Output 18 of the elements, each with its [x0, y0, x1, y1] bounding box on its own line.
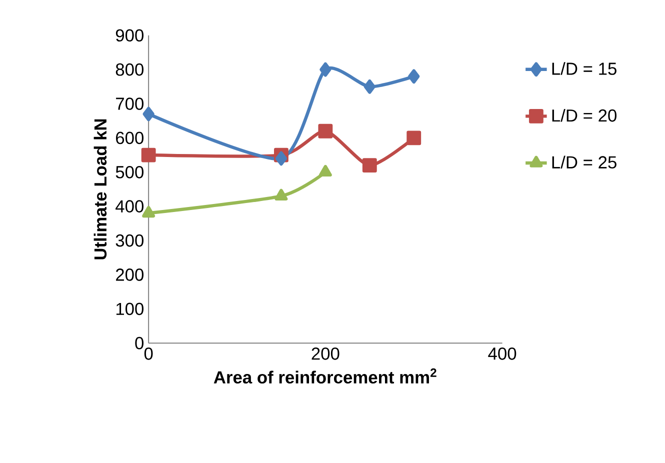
- y-tick-label: 300: [116, 234, 144, 247]
- y-tick-label: 500: [116, 166, 144, 178]
- y-tick-label: 800: [116, 63, 144, 76]
- x-axis-title: Area of reinforcement mm$^{2}$: [214, 368, 436, 384]
- x-tick-label: 400: [488, 347, 516, 360]
- y-tick-label: 900: [116, 29, 144, 42]
- y-axis-title: Utlimate Load kN: [94, 119, 107, 260]
- y-tick-label: 200: [116, 268, 144, 281]
- x-tick-label: 200: [312, 347, 340, 360]
- y-tick-label: 100: [116, 302, 144, 315]
- x-tick-label: 0: [144, 347, 153, 360]
- legend-label: L/D = 15: [552, 62, 616, 75]
- legend-label: L/D = 20: [552, 108, 616, 122]
- y-tick-label: 400: [116, 200, 144, 212]
- legend-label: L/D = 25: [552, 156, 616, 168]
- y-tick-label: 0: [135, 336, 144, 350]
- y-tick-label: 700: [116, 97, 144, 110]
- y-tick-label: 600: [116, 132, 144, 144]
